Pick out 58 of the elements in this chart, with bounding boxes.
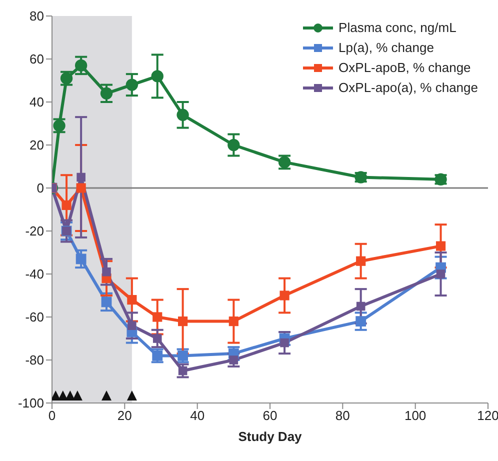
point <box>356 256 366 266</box>
point <box>128 321 136 330</box>
point <box>101 296 112 308</box>
y-tick-label: 60 <box>30 52 44 67</box>
point <box>178 366 188 376</box>
point <box>76 254 86 264</box>
point <box>280 338 289 348</box>
y-tick-label: 40 <box>30 94 44 110</box>
point <box>126 390 137 401</box>
point <box>176 108 189 121</box>
x-tick-label: 0 <box>48 408 56 424</box>
x-tick-label: 20 <box>117 408 132 424</box>
point <box>356 302 366 311</box>
y-tick-label: -60 <box>25 310 44 325</box>
legend-label: Lp(a), % change <box>338 39 434 57</box>
point <box>152 334 162 343</box>
point <box>102 390 112 401</box>
point <box>178 316 188 326</box>
y-tick-label: 20 <box>30 138 44 153</box>
x-tick-label: 80 <box>335 408 350 424</box>
point <box>229 356 238 364</box>
point <box>76 183 86 193</box>
x-tick-label: 40 <box>190 408 205 424</box>
x-tick-label: 100 <box>404 408 426 424</box>
point <box>152 312 162 322</box>
point <box>228 316 238 326</box>
y-tick-label: 0 <box>36 180 44 196</box>
y-tick-label: -100 <box>18 396 44 411</box>
point <box>280 290 290 300</box>
point <box>58 390 68 401</box>
point <box>65 390 76 401</box>
point <box>436 241 446 251</box>
y-tick-label: -40 <box>25 266 44 282</box>
legend-label: Plasma conc, ng/mL <box>338 19 456 37</box>
point <box>53 120 66 132</box>
x-tick-label: 120 <box>477 408 498 424</box>
y-tick-label: -20 <box>25 224 44 239</box>
point <box>436 270 446 278</box>
point <box>100 87 113 100</box>
point <box>152 350 163 361</box>
x-axis-title: Study Day <box>238 429 303 444</box>
point <box>74 59 88 72</box>
point <box>102 267 111 276</box>
legend-label: OxPL-apoB, % change <box>338 59 471 77</box>
y-tick-label: -80 <box>25 352 44 368</box>
point <box>76 172 86 182</box>
point <box>178 350 188 361</box>
point <box>72 390 82 401</box>
point <box>151 70 164 82</box>
y-tick-label: 80 <box>30 8 44 24</box>
x-tick-label: 60 <box>262 408 278 424</box>
point <box>126 78 138 91</box>
point <box>62 200 72 210</box>
legend-label: OxPL-apo(a), % change <box>338 79 478 97</box>
point <box>228 138 240 152</box>
point <box>127 295 137 305</box>
point <box>356 316 366 326</box>
point <box>52 390 61 401</box>
